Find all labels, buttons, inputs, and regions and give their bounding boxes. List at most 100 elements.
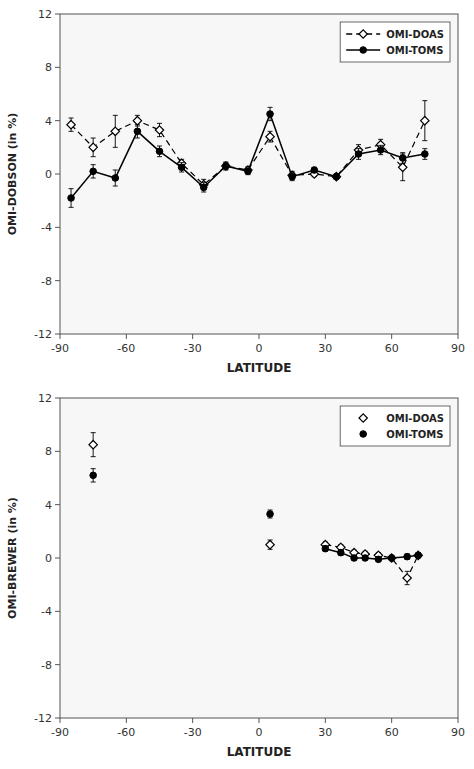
error-bar: [378, 145, 383, 154]
x-tick: [325, 718, 326, 723]
y-tick-label: 0: [45, 552, 52, 565]
data-point: [333, 173, 340, 180]
data-point: [244, 166, 252, 174]
error-bar-cap: [91, 468, 96, 469]
data-point: [404, 553, 411, 560]
series: [89, 433, 274, 550]
legend-marker: [359, 30, 367, 38]
error-bar-cap: [268, 107, 273, 108]
error-bar: [135, 125, 140, 138]
x-tick: [458, 334, 459, 339]
error-bar: [290, 173, 295, 181]
error-bar-cap: [69, 118, 74, 119]
legend-label: OMI-TOMS: [386, 429, 443, 440]
x-tick-label: 90: [451, 726, 465, 739]
data-point: [311, 167, 318, 174]
data-point: [245, 168, 252, 175]
error-bar-cap: [157, 123, 162, 124]
error-bar-cap: [157, 156, 162, 157]
error-bar-cap: [378, 145, 383, 146]
error-bar: [416, 553, 421, 558]
data-point: [267, 111, 274, 118]
error-bar: [69, 189, 74, 208]
y-tick: [55, 280, 60, 281]
error-bar: [223, 162, 228, 170]
series-line: [71, 121, 425, 185]
data-layer: [67, 101, 429, 208]
legend-label: OMI-TOMS: [386, 45, 443, 56]
error-bar-cap: [400, 163, 405, 164]
series-line: [325, 545, 418, 578]
data-point: [289, 173, 296, 180]
data-point: [89, 143, 97, 151]
legend-marker: [360, 47, 367, 54]
error-bar-cap: [91, 456, 96, 457]
x-tick-label: -90: [51, 342, 69, 355]
x-axis-label: LATITUDE: [227, 361, 292, 375]
error-bar-cap: [422, 159, 427, 160]
error-bar: [223, 163, 228, 170]
y-tick: [55, 611, 60, 612]
y-tick-label: -8: [41, 275, 52, 288]
error-bar-cap: [113, 170, 118, 171]
x-axis-label: LATITUDE: [227, 745, 292, 759]
data-point: [388, 555, 395, 562]
data-point: [421, 116, 429, 124]
plot-frame: [60, 14, 458, 334]
data-point: [267, 511, 274, 518]
error-bar-cap: [135, 138, 140, 139]
axes: -90-60-300306090-12-8-404812: [34, 392, 465, 739]
x-tick: [192, 334, 193, 339]
x-tick-label: -60: [117, 342, 135, 355]
chart-panel: -90-60-300306090-12-8-404812LATITUDEOMI-…: [0, 384, 474, 768]
data-point: [112, 175, 119, 182]
legend-label: OMI-DOAS: [386, 29, 444, 40]
data-layer: [89, 433, 422, 585]
error-bar-cap: [405, 584, 410, 585]
data-point: [111, 127, 119, 135]
data-point: [200, 184, 207, 191]
x-tick: [259, 718, 260, 723]
error-bar: [157, 146, 162, 157]
data-point: [178, 164, 185, 171]
error-bar-cap: [422, 148, 427, 149]
error-bar-cap: [201, 192, 206, 193]
x-tick-label: 0: [256, 726, 263, 739]
error-bar-cap: [422, 100, 427, 101]
x-tick: [60, 718, 61, 723]
y-axis-label: OMI-BREWER (in %): [6, 497, 19, 619]
data-point: [266, 540, 274, 548]
chart-panel: -90-60-300306090-12-8-404812LATITUDEOMI-…: [0, 0, 474, 384]
data-point: [89, 440, 97, 448]
axes: -90-60-300306090-12-8-404812: [34, 8, 465, 355]
legend-marker: [359, 414, 367, 422]
error-bar-cap: [91, 164, 96, 165]
error-bar: [334, 174, 339, 179]
y-tick-label: 12: [38, 8, 52, 21]
error-bar-cap: [422, 140, 427, 141]
x-tick-label: 0: [256, 342, 263, 355]
x-tick: [391, 334, 392, 339]
error-bar-cap: [356, 148, 361, 149]
y-tick-label: -8: [41, 659, 52, 672]
y-tick-label: 4: [45, 499, 52, 512]
plot-area: [60, 398, 458, 718]
data-point: [362, 555, 369, 562]
data-point: [399, 155, 406, 162]
series: [68, 107, 428, 207]
series-line: [325, 549, 418, 560]
error-bar: [405, 554, 410, 559]
data-point: [322, 545, 329, 552]
error-bar-cap: [356, 159, 361, 160]
error-bar-cap: [179, 162, 184, 163]
y-tick-label: 4: [45, 115, 52, 128]
data-point: [415, 552, 422, 559]
error-bar-cap: [113, 186, 118, 187]
y-tick-label: -12: [34, 712, 52, 725]
error-bar-cap: [400, 152, 405, 153]
y-tick-label: 0: [45, 168, 52, 181]
data-point: [399, 163, 407, 171]
error-bar: [179, 163, 184, 172]
data-point: [377, 147, 384, 154]
y-tick: [55, 14, 60, 15]
